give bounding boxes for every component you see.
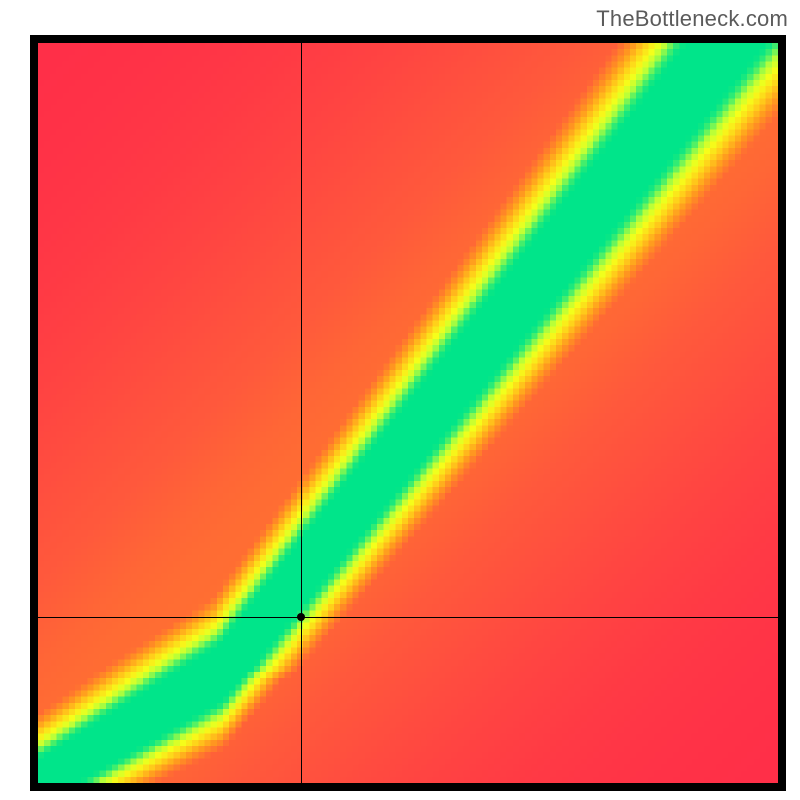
watermark-text: TheBottleneck.com bbox=[596, 6, 788, 32]
crosshair-marker-dot bbox=[297, 613, 305, 621]
heatmap-canvas bbox=[38, 43, 778, 783]
crosshair-vertical bbox=[301, 43, 302, 783]
crosshair-horizontal bbox=[38, 617, 778, 618]
figure-container: TheBottleneck.com bbox=[0, 0, 800, 800]
heatmap-plot bbox=[30, 35, 786, 791]
